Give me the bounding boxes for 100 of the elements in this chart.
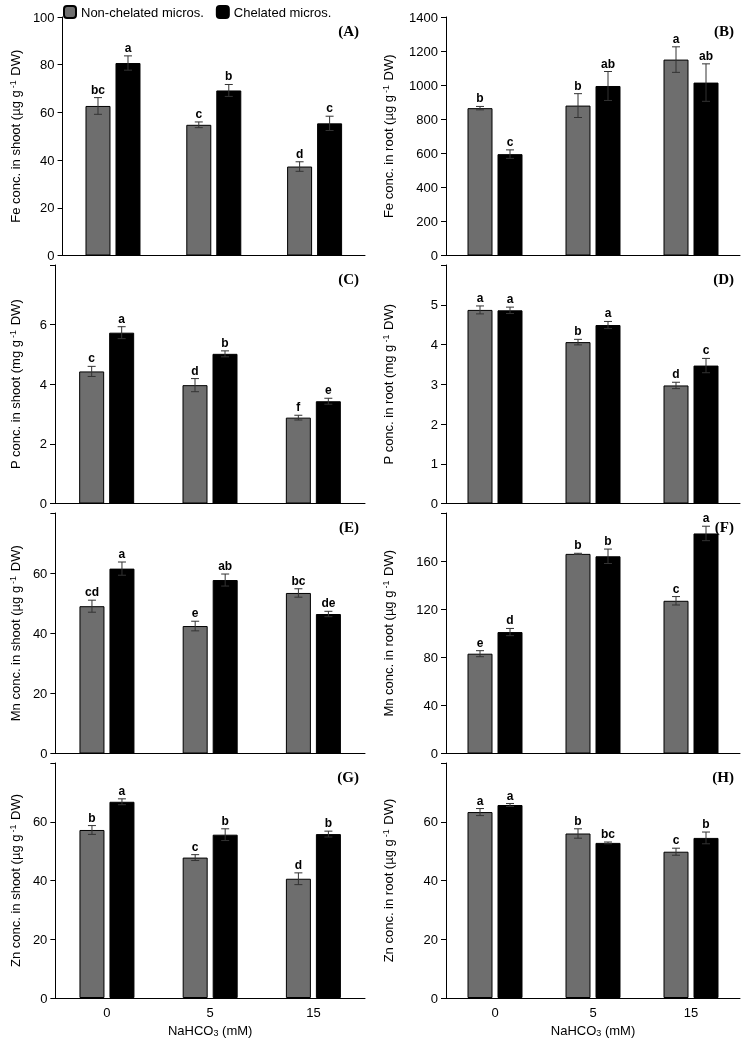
y-tick-label: 1200: [409, 43, 438, 59]
data-label: f: [296, 400, 302, 415]
data-label: d: [506, 613, 514, 628]
x-tick-label: 0: [491, 1005, 499, 1020]
y-tick-label: 0: [430, 990, 438, 1006]
y-tick-label: 120: [416, 601, 438, 617]
data-label: a: [118, 311, 126, 326]
data-label: e: [324, 383, 332, 398]
y-tick-label: 0: [430, 248, 438, 263]
data-label: bc: [90, 82, 106, 97]
data-label: a: [476, 793, 484, 808]
data-label: b: [88, 810, 96, 825]
y-tick-label: 20: [40, 200, 55, 216]
annotation: (D): [713, 270, 735, 288]
data-label: bc: [600, 827, 616, 842]
data-label: a: [506, 788, 514, 803]
y-tick-label: 40: [40, 152, 55, 168]
data-label: de: [321, 596, 336, 611]
data-label: b: [225, 69, 233, 84]
data-label: e: [191, 606, 199, 621]
y-axis-title: Mn conc. in root (µg g-1 DW): [380, 549, 396, 717]
x-tick-label: 15: [683, 1005, 699, 1020]
x-tick-label: 5: [206, 1005, 214, 1020]
data-label: d: [295, 146, 304, 161]
y-tick-label: 60: [32, 814, 48, 830]
y-axis-title: P conc. in root (mg g-1 DW): [380, 303, 396, 465]
data-label: c: [88, 351, 96, 366]
data-label: ab: [600, 56, 616, 71]
data-label: a: [118, 783, 126, 798]
y-tick-label: 800: [416, 111, 438, 127]
data-label: e: [476, 635, 484, 650]
data-label: c: [195, 106, 203, 121]
y-tick-label: 0: [430, 496, 438, 511]
legend-label: Chelated micros.: [233, 4, 332, 20]
y-axis-title: Zn conc. in shoot (µg g-1 DW): [7, 793, 23, 968]
data-label: a: [118, 547, 126, 561]
data-label: cd: [84, 585, 99, 600]
y-tick-label: 0: [40, 990, 48, 1006]
data-label: bc: [291, 573, 306, 588]
y-tick-label: 20: [32, 931, 48, 947]
data-label: c: [672, 833, 680, 848]
y-tick-label: 4: [430, 337, 438, 352]
data-label: a: [702, 511, 710, 526]
annotation: (E): [339, 518, 359, 536]
y-tick-label: 40: [423, 873, 438, 888]
y-tick-label: 0: [39, 496, 47, 511]
y-tick-label: 40: [423, 697, 438, 713]
y-axis-title: Mn conc. in shoot (µg g-1 DW): [7, 545, 23, 722]
y-tick-label: 1: [430, 456, 438, 472]
y-tick-label: 20: [423, 931, 438, 947]
data-label: b: [604, 534, 612, 549]
y-tick-label: 0: [40, 746, 48, 761]
data-label: b: [221, 813, 229, 828]
data-label: c: [326, 101, 334, 116]
y-tick-label: 400: [416, 179, 438, 195]
annotation: (F): [714, 518, 734, 536]
data-label: b: [574, 324, 582, 339]
y-tick-label: 1000: [409, 77, 438, 93]
y-tick-label: 1400: [409, 9, 438, 25]
y-tick-label: 20: [32, 685, 48, 701]
y-axis-title: Zn conc. in root (µg g-1 DW): [380, 798, 396, 963]
y-tick-label: 0: [47, 248, 55, 263]
y-tick-label: 60: [40, 104, 55, 120]
data-label: c: [672, 581, 680, 596]
data-label: b: [324, 816, 333, 831]
data-label: b: [702, 817, 710, 832]
y-tick-label: 200: [416, 213, 438, 229]
legend-label: Non-chelated micros.: [81, 4, 204, 20]
annotation: (C): [338, 270, 360, 288]
data-label: b: [574, 78, 582, 93]
y-tick-label: 100: [32, 9, 55, 25]
data-label: d: [294, 857, 303, 872]
data-label: c: [506, 134, 514, 149]
x-tick-label: 0: [103, 1005, 111, 1020]
y-tick-label: 5: [430, 297, 438, 313]
x-tick-label: 5: [589, 1005, 597, 1020]
annotation: (H): [712, 768, 735, 786]
y-axis-title: Fe conc. in shoot (µg g-1 DW): [7, 49, 23, 223]
y-tick-label: 600: [416, 145, 438, 161]
annotation: (A): [338, 22, 360, 40]
y-tick-label: 3: [430, 376, 438, 392]
data-label: ab: [218, 559, 233, 574]
y-tick-label: 2: [39, 436, 47, 452]
data-label: a: [476, 290, 484, 305]
data-label: a: [604, 306, 612, 321]
data-label: b: [476, 91, 484, 106]
y-tick-label: 40: [32, 625, 48, 641]
y-tick-label: 2: [430, 416, 438, 432]
y-tick-label: 80: [423, 649, 438, 665]
data-label: a: [124, 40, 132, 55]
annotation: (G): [337, 768, 360, 786]
y-axis-title: P conc. in shoot (mg g-1 DW): [7, 299, 23, 470]
annotation: (B): [714, 22, 734, 40]
data-label: c: [702, 343, 710, 358]
data-label: b: [574, 813, 582, 828]
data-label: d: [672, 367, 680, 382]
data-label: c: [191, 839, 199, 854]
data-label: d: [191, 363, 199, 378]
data-label: ab: [698, 48, 714, 63]
y-tick-label: 0: [430, 746, 438, 761]
